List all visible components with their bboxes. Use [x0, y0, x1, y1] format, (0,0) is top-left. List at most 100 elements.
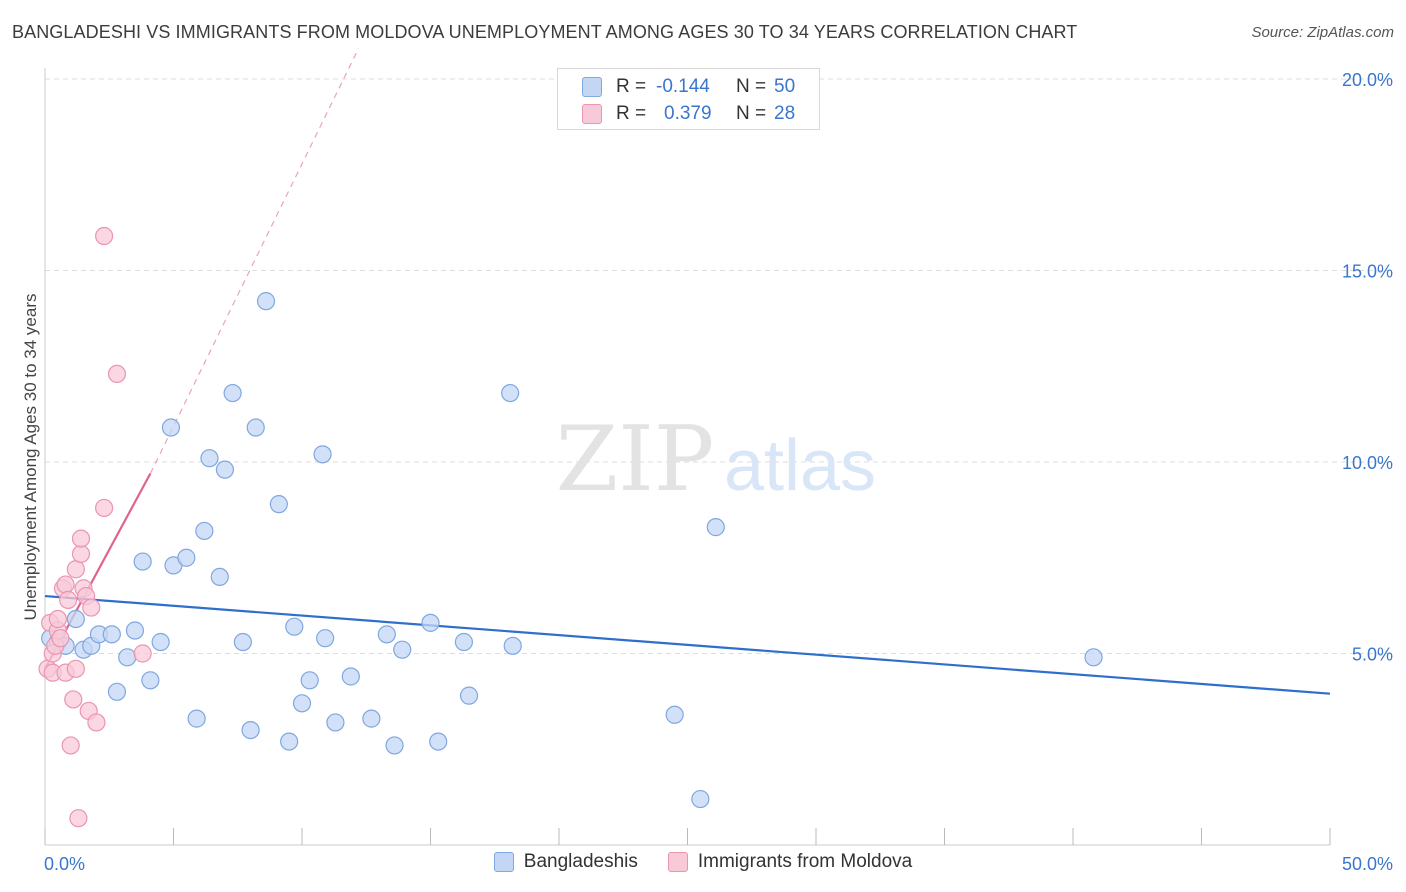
- point-bangladeshis: [187, 709, 206, 728]
- point-bangladeshis: [210, 567, 229, 587]
- point-bangladeshis: [215, 460, 234, 479]
- legend-swatch-pink: [667, 852, 688, 872]
- point-bangladeshis: [459, 686, 479, 705]
- x-tick-labels: 0.0% 50.0%: [44, 854, 1393, 874]
- point-bangladeshis: [133, 552, 152, 571]
- point-moldova: [69, 809, 88, 828]
- point-moldova: [87, 713, 106, 732]
- point-moldova: [107, 364, 127, 384]
- legend-n-value: 28: [774, 103, 796, 124]
- legend-r-label: R =: [616, 103, 647, 124]
- legend-row-bangladeshis: R = -0.144 N = 50: [582, 76, 795, 98]
- point-moldova: [133, 644, 152, 663]
- point-moldova: [59, 590, 78, 609]
- point-bangladeshis: [429, 732, 448, 751]
- point-moldova: [95, 226, 114, 246]
- point-moldova: [71, 544, 91, 564]
- point-bangladeshis: [195, 521, 214, 541]
- point-moldova: [64, 690, 83, 709]
- legend-swatch-pink: [582, 104, 602, 124]
- trendline-bangladeshis: [44, 594, 1331, 695]
- chart-title: BANGLADESHI VS IMMIGRANTS FROM MOLDOVA U…: [12, 22, 1078, 42]
- point-bangladeshis: [161, 418, 181, 437]
- point-bangladeshis: [241, 720, 260, 740]
- point-bangladeshis: [300, 671, 319, 690]
- point-bangladeshis: [421, 613, 440, 632]
- legend-swatch-blue: [582, 77, 602, 97]
- point-bangladeshis: [233, 632, 252, 652]
- watermark-atlas: atlas: [724, 426, 876, 506]
- series-legend: Bangladeshis Immigrants from Moldova: [0, 851, 1406, 873]
- point-moldova: [66, 560, 85, 579]
- point-moldova: [82, 598, 101, 617]
- point-bangladeshis: [177, 548, 196, 567]
- axes: [44, 68, 1331, 846]
- legend-r-label: R =: [616, 76, 647, 97]
- legend-label: Immigrants from Moldova: [697, 851, 913, 872]
- point-moldova: [48, 609, 67, 629]
- point-bangladeshis: [292, 694, 312, 713]
- watermark-zip: ZIP: [556, 407, 715, 512]
- point-bangladeshis: [501, 383, 520, 403]
- legend-swatch-blue: [493, 852, 514, 872]
- legend-item-moldova[interactable]: Immigrants from Moldova: [667, 851, 913, 873]
- point-bangladeshis: [1084, 648, 1103, 667]
- correlation-legend: R = -0.144 N = 50 R = 0.379 N = 28: [557, 68, 820, 130]
- point-bangladeshis: [125, 621, 145, 640]
- point-bangladeshis: [256, 292, 276, 311]
- point-moldova: [61, 736, 80, 755]
- point-bangladeshis: [377, 625, 396, 644]
- gridlines: [45, 78, 1392, 654]
- source-label: Source: ZipAtlas.com: [1251, 24, 1394, 41]
- point-bangladeshis: [706, 518, 725, 537]
- point-bangladeshis: [385, 736, 404, 755]
- point-bangladeshis: [326, 713, 345, 732]
- point-bangladeshis: [341, 667, 360, 686]
- y-tick-label: 5.0%: [1352, 645, 1393, 665]
- point-moldova: [56, 575, 75, 594]
- point-bangladeshis: [102, 625, 121, 644]
- y-tick-label: 10.0%: [1342, 453, 1393, 473]
- point-bangladeshis: [200, 449, 219, 468]
- point-moldova: [71, 529, 91, 548]
- point-bangladeshis: [246, 418, 265, 437]
- point-bangladeshis: [362, 709, 381, 728]
- point-bangladeshis: [118, 648, 137, 667]
- legend-row-moldova: R = 0.379 N = 28: [582, 103, 795, 125]
- data-points: [38, 226, 1103, 828]
- y-tick-label: 20.0%: [1342, 70, 1393, 90]
- point-bangladeshis: [393, 640, 412, 659]
- trendlines: [44, 48, 1331, 695]
- legend-n-value: 50: [774, 76, 796, 97]
- point-bangladeshis: [454, 632, 474, 652]
- point-bangladeshis: [313, 445, 332, 464]
- legend-label: Bangladeshis: [523, 851, 638, 872]
- point-moldova: [66, 659, 85, 678]
- legend-r-value: 0.379: [664, 103, 712, 124]
- point-bangladeshis: [280, 732, 299, 751]
- legend-item-bangladeshis[interactable]: Bangladeshis: [493, 851, 638, 873]
- x-tick-label: 0.0%: [44, 854, 85, 874]
- point-bangladeshis: [107, 682, 127, 701]
- point-moldova: [51, 629, 70, 648]
- point-bangladeshis: [223, 383, 242, 403]
- trendline-moldova-extension: [149, 48, 360, 474]
- point-bangladeshis: [151, 632, 170, 652]
- watermark: ZIP atlas: [556, 407, 876, 512]
- point-bangladeshis: [285, 617, 304, 636]
- point-bangladeshis: [691, 789, 710, 809]
- point-bangladeshis: [316, 629, 335, 648]
- point-moldova: [95, 498, 114, 518]
- point-bangladeshis: [269, 495, 288, 514]
- point-bangladeshis: [665, 705, 684, 724]
- point-bangladeshis: [141, 671, 160, 690]
- point-bangladeshis: [66, 609, 85, 629]
- legend-r-value: -0.144: [656, 76, 710, 97]
- point-bangladeshis: [503, 636, 522, 655]
- legend-n-label: N =: [736, 76, 767, 97]
- y-tick-labels: 5.0% 10.0% 15.0% 20.0%: [1342, 70, 1393, 665]
- x-tick-label: 50.0%: [1342, 854, 1393, 874]
- y-tick-label: 15.0%: [1342, 262, 1393, 282]
- legend-n-label: N =: [736, 103, 767, 124]
